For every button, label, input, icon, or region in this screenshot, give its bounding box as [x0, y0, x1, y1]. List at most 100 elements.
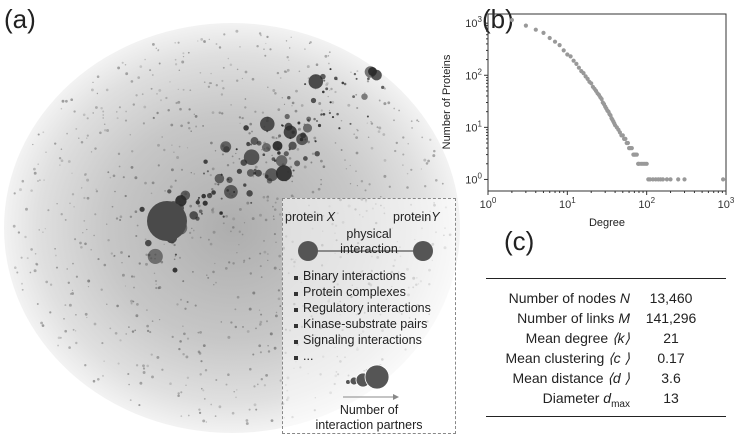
hub-node [214, 173, 225, 184]
network-node [251, 217, 255, 221]
hub-node [288, 141, 297, 150]
network-node [251, 130, 253, 133]
hub-node [147, 248, 163, 264]
network-node [64, 304, 67, 307]
network-node [35, 263, 39, 266]
network-node [279, 379, 282, 382]
network-node [233, 390, 235, 393]
network-node [289, 165, 293, 169]
network-node [45, 280, 49, 284]
network-node [74, 330, 77, 332]
network-node [194, 304, 197, 307]
hub-node [145, 239, 152, 247]
network-node [286, 68, 290, 72]
network-node [210, 72, 212, 75]
network-node [249, 367, 252, 371]
network-node [155, 47, 157, 49]
network-node [124, 119, 128, 122]
network-node [103, 360, 105, 362]
network-node [350, 71, 352, 73]
network-node [158, 62, 161, 65]
network-node [356, 128, 358, 131]
network-node [242, 325, 244, 328]
network-node [225, 383, 228, 386]
network-node [58, 157, 62, 160]
hub-node [314, 140, 317, 143]
hub-node [203, 172, 205, 175]
network-node [201, 387, 203, 390]
network-node [211, 208, 214, 212]
network-node [121, 61, 124, 64]
network-node [291, 105, 293, 107]
data-point [581, 71, 586, 76]
hub-node [243, 183, 247, 187]
network-node [20, 256, 23, 259]
network-node [33, 171, 37, 175]
network-node [180, 298, 182, 301]
hub-node [331, 116, 335, 119]
network-node [355, 136, 358, 139]
network-node [180, 391, 183, 394]
x-axis-label: Degree [589, 217, 625, 229]
hub-node [320, 113, 323, 116]
network-node [145, 309, 148, 312]
network-node [87, 285, 90, 288]
network-node [102, 117, 104, 119]
network-node [199, 71, 202, 74]
network-node [186, 147, 189, 149]
network-node [67, 160, 71, 163]
network-node [290, 194, 294, 198]
network-node [248, 132, 251, 135]
network-node [176, 156, 180, 159]
hub-node [297, 121, 301, 125]
hub-node [367, 77, 370, 81]
network-node [97, 258, 100, 261]
network-node [161, 368, 164, 371]
network-node [30, 189, 33, 192]
network-node [209, 242, 213, 246]
network-node [398, 109, 400, 112]
network-node [21, 179, 25, 183]
network-node [227, 335, 231, 339]
network-node [259, 34, 262, 37]
network-node [92, 81, 94, 84]
network-node [75, 341, 78, 345]
network-node [82, 113, 86, 117]
hub-node [272, 140, 283, 151]
network-node [203, 40, 206, 43]
network-node [229, 63, 233, 66]
network-node [104, 129, 107, 132]
network-node [275, 311, 278, 314]
network-node [214, 262, 216, 265]
list-item: Kinase-substrate pairs [303, 317, 428, 331]
network-node [95, 106, 98, 109]
network-node [92, 379, 96, 383]
network-node [134, 329, 137, 332]
network-node [207, 85, 211, 88]
network-node [133, 286, 135, 289]
network-node [137, 76, 141, 79]
network-node [238, 158, 241, 160]
network-node [289, 47, 291, 49]
network-node [124, 63, 127, 66]
hub-node [328, 111, 332, 115]
hub-node [278, 134, 282, 138]
network-node [393, 119, 395, 122]
data-point [523, 23, 528, 28]
network-node [255, 327, 257, 330]
network-node [360, 180, 364, 183]
data-points [509, 17, 726, 182]
network-node [68, 346, 71, 349]
hub-node [197, 198, 200, 201]
network-node [60, 213, 63, 216]
hub-node [167, 189, 172, 194]
network-node [411, 126, 414, 129]
network-node [264, 54, 267, 57]
network-node [96, 75, 100, 78]
network-node [259, 252, 262, 255]
x-tick-label: 103 [718, 196, 735, 211]
network-node [215, 43, 218, 45]
network-node [150, 353, 153, 356]
network-node [236, 252, 238, 254]
hub-node [226, 176, 233, 184]
